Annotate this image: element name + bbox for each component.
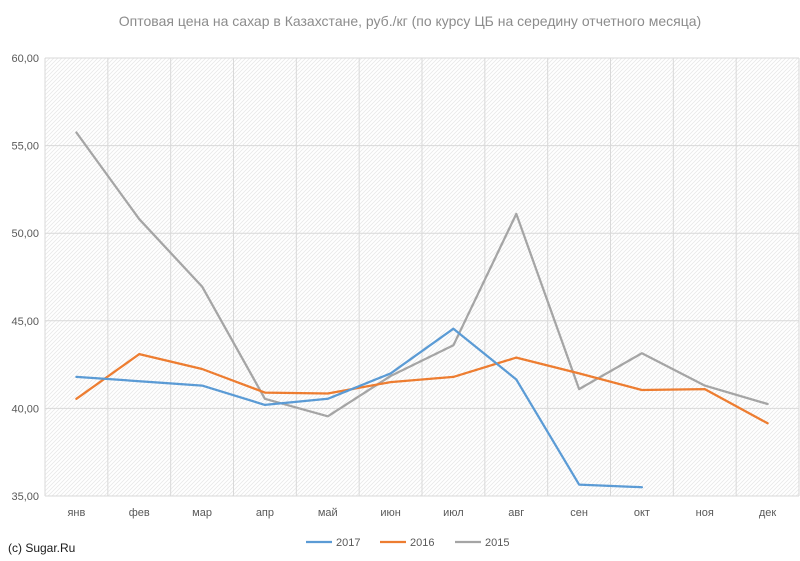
- legend: 2017 2016 2015: [306, 537, 509, 549]
- series-lines: [75, 131, 769, 489]
- x-tick-label: ноя: [696, 507, 714, 519]
- y-tick-label: 35,00: [11, 491, 39, 503]
- series-line-2017: [75, 327, 644, 489]
- y-axis: 35,00 40,00 45,00 50,00 55,00 60,00: [11, 53, 39, 503]
- y-tick-label: 45,00: [11, 316, 39, 328]
- x-tick-label: янв: [67, 507, 85, 519]
- x-axis: янв фев мар апр май июн июл авг сен окт ноя дек: [67, 507, 776, 519]
- x-tick-label: июн: [380, 507, 400, 519]
- credit-text: (c) Sugar.Ru: [8, 541, 75, 555]
- y-tick-label: 60,00: [11, 53, 39, 65]
- x-tick-label: фев: [129, 507, 150, 519]
- legend-label-2016: 2016: [410, 537, 434, 549]
- x-tick-label: окт: [634, 507, 650, 519]
- series-line-2016: [75, 352, 769, 425]
- x-tick-label: авг: [508, 507, 524, 519]
- series-line-2015: [75, 131, 769, 418]
- grid: [44, 57, 800, 497]
- x-tick-label: июл: [443, 507, 464, 519]
- x-tick-label: мар: [192, 507, 212, 519]
- x-tick-label: май: [318, 507, 338, 519]
- x-tick-label: дек: [759, 507, 777, 519]
- y-tick-label: 50,00: [11, 228, 39, 240]
- legend-label-2015: 2015: [485, 537, 509, 549]
- chart-title: Оптовая цена на сахар в Казахстане, руб.…: [119, 13, 701, 29]
- legend-label-2017: 2017: [336, 537, 360, 549]
- y-tick-label: 55,00: [11, 141, 39, 153]
- x-tick-label: апр: [256, 507, 274, 519]
- y-tick-label: 40,00: [11, 403, 39, 415]
- x-tick-label: сен: [570, 507, 588, 519]
